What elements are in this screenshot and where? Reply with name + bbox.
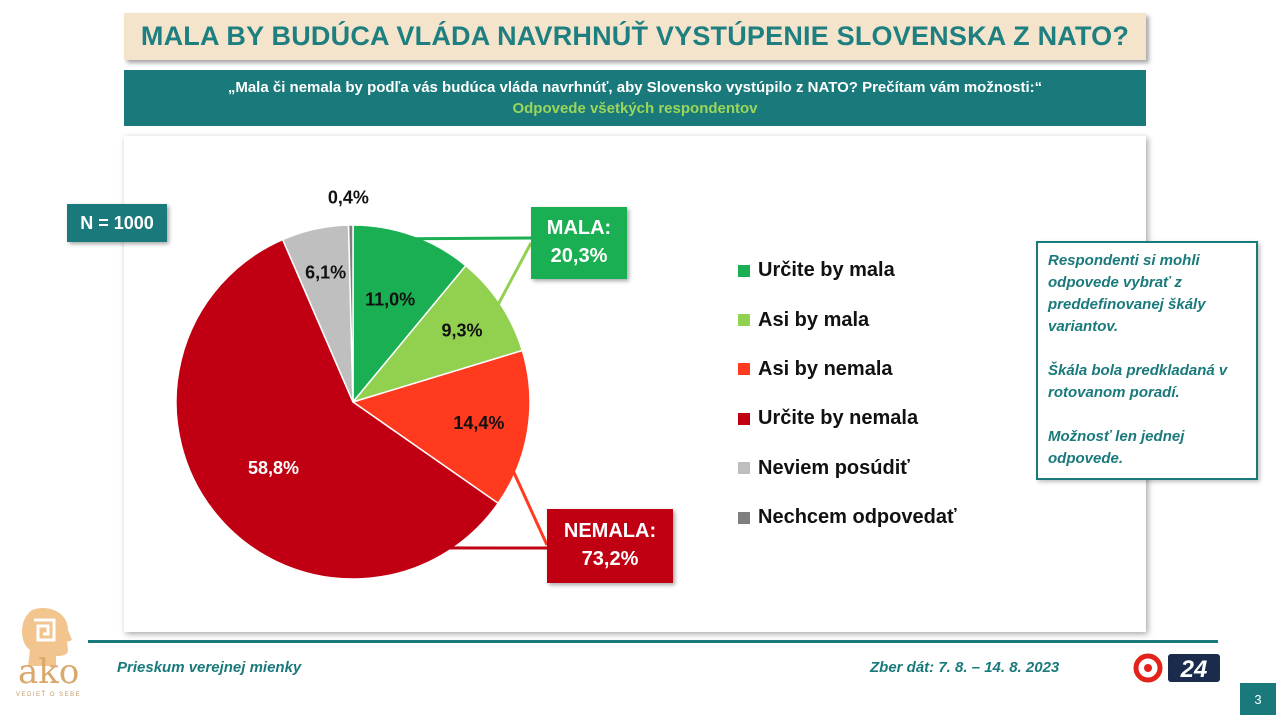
legend-item: Nechcem odpovedať	[738, 493, 957, 542]
mala-callout-value: 20,3%	[550, 245, 608, 267]
pie-slice	[351, 349, 531, 505]
legend-swatch	[738, 412, 750, 425]
legend-swatch	[738, 363, 750, 376]
nemala-connector-line	[511, 469, 549, 546]
pie-data-label: 58,8%	[248, 458, 299, 478]
legend-label: Asi by nemala	[758, 357, 893, 380]
pie-slice	[352, 224, 467, 405]
mala-callout-title: MALA:	[546, 217, 612, 239]
nemala-callout-title: NEMALA:	[563, 520, 657, 542]
footer-divider	[88, 640, 1218, 643]
pie-data-label: 11,0%	[365, 290, 415, 310]
question-box: „Mala či nemala by podľa vás budúca vlád…	[124, 70, 1146, 126]
footer-date: Zber dát: 7. 8. – 14. 8. 2023	[870, 659, 1060, 676]
pie-data-label: 9,3%	[442, 320, 483, 340]
ako-logo-icon	[22, 608, 72, 666]
legend-swatch	[738, 264, 750, 277]
legend-item: Asi by nemala	[738, 345, 957, 394]
pie-slice	[175, 238, 500, 580]
legend-label: Neviem posúdiť	[758, 456, 910, 479]
note-paragraph: Škála bola predkladaná v rotovanom porad…	[1048, 362, 1228, 401]
legend-swatch	[738, 511, 750, 524]
pie-data-label: 0,4%	[328, 188, 369, 208]
pie-slice	[347, 224, 354, 403]
question-subtitle: Odpovede všetkých respondentov	[512, 100, 758, 117]
chart-legend: Určite by mala Asi by mala Asi by nemala…	[738, 246, 957, 542]
question-text: „Mala či nemala by podľa vás budúca vlád…	[227, 79, 1043, 96]
page-number: 3	[1240, 683, 1276, 715]
mala-callout: MALA: 20,3%	[531, 207, 627, 279]
note-paragraph: Respondenti si mohli odpovede vybrať z p…	[1048, 252, 1206, 335]
legend-item: Určite by mala	[738, 246, 957, 295]
sample-size-badge: N = 1000	[67, 204, 167, 242]
mala-connector-line	[496, 242, 533, 307]
pie-data-label: 14,4%	[453, 413, 504, 433]
pie-data-labels: 11,0% 9,3% 14,4% 58,8% 6,1% 0,4%	[248, 188, 504, 478]
legend-label: Asi by mala	[758, 308, 870, 331]
callout-connectors	[259, 236, 549, 550]
pie-slices	[175, 224, 531, 580]
page-title: MALA BY BUDÚCA VLÁDA NAVRHNÚŤ VYSTÚPENIE…	[124, 13, 1146, 60]
ako-logo-tagline: VEDIEŤ O SEBE	[16, 692, 82, 698]
tv-channel-logo-icon: 24	[1133, 653, 1220, 683]
methodology-note: Respondenti si mohli odpovede vybrať z p…	[1036, 241, 1258, 480]
legend-swatch	[738, 462, 750, 475]
mala-connector-line	[411, 236, 532, 241]
legend-item: Neviem posúdiť	[738, 444, 957, 493]
pie-slice	[350, 264, 524, 404]
legend-label: Určite by mala	[758, 259, 895, 282]
footer-survey-label: Prieskum verejnej mienky	[117, 659, 302, 676]
nemala-callout-value: 73,2%	[581, 548, 639, 570]
pie-data-label: 6,1%	[305, 263, 346, 283]
ako-logo-text: ako	[18, 652, 80, 692]
legend-swatch	[738, 314, 750, 327]
tv-logo-text: 24	[1180, 656, 1208, 683]
legend-label: Určite by nemala	[758, 407, 919, 430]
legend-label: Nechcem odpovedať	[758, 506, 957, 529]
legend-item: Určite by nemala	[738, 394, 957, 443]
legend-item: Asi by mala	[738, 295, 957, 344]
note-paragraph: Možnosť len jednej odpovede.	[1048, 428, 1185, 467]
nemala-callout: NEMALA: 73,2%	[547, 509, 673, 583]
